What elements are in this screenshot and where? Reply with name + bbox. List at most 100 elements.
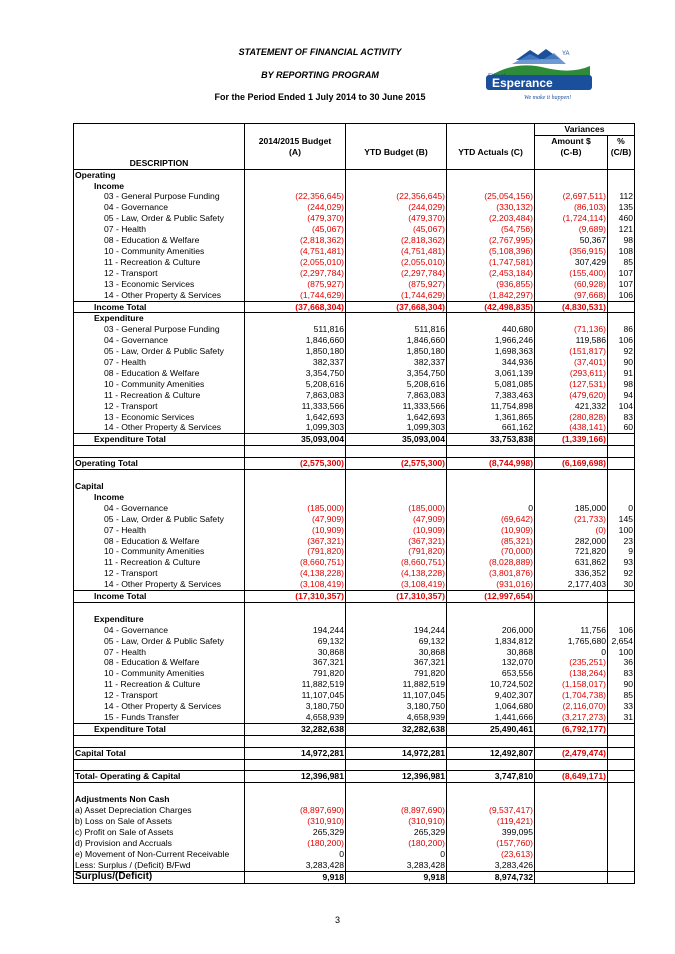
ytd-actual-cell: 3,283,426 — [446, 859, 535, 872]
row-label: 10 - Community Amenities — [73, 546, 245, 558]
variance-pct-cell — [606, 433, 636, 447]
ytd-actual-cell: (12,997,654) — [446, 590, 535, 603]
variance-amount-cell: 421,332 — [534, 400, 608, 412]
budget-cell: 5,208,616 — [244, 378, 346, 390]
variance-pct-cell: 145 — [606, 513, 636, 525]
ytd-budget-cell: 3,283,428 — [345, 859, 447, 872]
ytd-budget-cell: (180,200) — [345, 837, 447, 849]
row-label: 10 - Community Amenities — [73, 378, 245, 390]
variance-pct-cell: 121 — [606, 224, 636, 236]
variance-pct-cell: 30 — [606, 579, 636, 591]
report-title: STATEMENT OF FINANCIAL ACTIVITY — [238, 47, 402, 57]
row-label: Expenditure Total — [73, 433, 245, 447]
row-label: 07 - Health — [73, 224, 245, 236]
row-label: 12 - Transport — [73, 400, 245, 412]
variance-pct-cell — [606, 300, 636, 314]
ytd-budget-cell: (479,370) — [345, 213, 447, 225]
ytd-budget-cell: (2,055,010) — [345, 256, 447, 268]
budget-cell: (244,029) — [244, 202, 346, 214]
ytd-actual-cell: (2,453,184) — [446, 267, 535, 279]
variance-pct-cell: 98 — [606, 378, 636, 390]
ytd-budget-cell: (1,744,629) — [345, 289, 447, 301]
variance-pct-cell: 106 — [606, 289, 636, 301]
table-row: 07 - Health 382,337 382,337 344,936 (37,401)… — [73, 357, 636, 368]
variance-pct-cell: 108 — [606, 245, 636, 257]
variance-pct-cell: 94 — [606, 389, 636, 401]
row-label: 12 - Transport — [73, 568, 245, 580]
ytd-budget-cell: 1,099,303 — [345, 422, 447, 434]
ytd-actual-cell: 11,754,898 — [446, 400, 535, 412]
row-label: b) Loss on Sale of Assets — [73, 816, 245, 827]
budget-cell: (2,818,362) — [244, 235, 346, 246]
variance-pct-cell — [606, 746, 636, 760]
budget-cell: 14,972,281 — [244, 746, 346, 760]
variance-pct-cell: 92 — [606, 568, 636, 580]
variance-amount-cell: (0) — [534, 524, 608, 536]
variance-amount-cell: (1,724,114) — [534, 213, 608, 225]
variance-pct-cell: 85 — [606, 690, 636, 702]
pct-header-sub: (C/B) — [606, 146, 636, 158]
ytd-actual-cell: (10,909) — [446, 524, 535, 536]
ytd-budget-cell: 11,107,045 — [345, 690, 447, 702]
row-label: 14 - Other Property & Services — [73, 579, 245, 591]
ytd-actual-cell: 1,834,812 — [446, 635, 535, 647]
row-label: Income Total — [73, 300, 245, 314]
ytd-actual-cell: 661,162 — [446, 422, 535, 434]
row-label: Expenditure Total — [73, 722, 245, 736]
variance-amount-cell: (138,264) — [534, 668, 608, 680]
description-header: DESCRIPTION — [73, 157, 245, 170]
budget-cell: (2,297,784) — [244, 267, 346, 279]
budget-cell: 1,850,180 — [244, 346, 346, 358]
variance-pct-cell: 0 — [606, 502, 636, 514]
row-label: 04 - Governance — [73, 502, 245, 514]
table-row: 13 - Economic Services (875,927) (875,927)… — [73, 278, 636, 290]
ytd-actual-cell: 9,402,307 — [446, 690, 535, 702]
table-row: 10 - Community Amenities (791,820) (791,82… — [73, 546, 636, 558]
variance-amount-cell: (1,339,166) — [534, 433, 608, 447]
ytd-actual-cell: (931,016) — [446, 579, 535, 591]
variance-amount-cell: 185,000 — [534, 502, 608, 514]
variance-amount-cell: 50,367 — [534, 235, 608, 246]
variance-pct-cell: 135 — [606, 202, 636, 214]
budget-cell: (4,751,481) — [244, 245, 346, 257]
variance-pct-cell: 90 — [606, 357, 636, 368]
table-row: 07 - Health 30,868 30,868 30,868 0 100 — [73, 646, 636, 658]
row-label: 11 - Recreation & Culture — [73, 256, 245, 268]
table-row: 08 - Education & Welfare (2,818,362) (2,81… — [73, 235, 636, 246]
budget-cell: 35,093,004 — [244, 433, 346, 447]
ytd-budget-cell: (17,310,357) — [345, 590, 447, 603]
row-label: 04 - Governance — [73, 624, 245, 636]
table-row: 12 - Transport 11,107,045 11,107,045 9,402,… — [73, 690, 636, 702]
row-label: 13 - Economic Services — [73, 411, 245, 423]
budget-cell: 7,863,083 — [244, 389, 346, 401]
row-label: 14 - Other Property & Services — [73, 422, 245, 434]
row-label: Operating — [73, 169, 245, 181]
budget-cell: 12,396,981 — [244, 770, 346, 784]
table-row: 12 - Transport (4,138,228) (4,138,228) (3,8… — [73, 568, 636, 580]
variance-amount-cell: 336,352 — [534, 568, 608, 580]
ytd-actual-cell: (42,498,835) — [446, 300, 535, 314]
variance-pct-cell: 106 — [606, 624, 636, 636]
variance-pct-cell: 93 — [606, 557, 636, 569]
row-label: 05 - Law, Order & Public Safety — [73, 635, 245, 647]
budget-cell: 3,283,428 — [244, 859, 346, 872]
budget-cell: (10,909) — [244, 524, 346, 536]
table-row: a) Asset Depreciation Charges (8,897,690)… — [73, 805, 636, 817]
row-label: Expenditure — [73, 312, 245, 325]
row-label: 03 - General Purpose Funding — [73, 191, 245, 203]
variance-amount-cell: 1,765,680 — [534, 635, 608, 647]
row-label: 08 - Education & Welfare — [73, 235, 245, 246]
ytd-actual-cell: (8,028,889) — [446, 557, 535, 569]
variance-pct-cell: 112 — [606, 191, 636, 203]
row-label: 04 - Governance — [73, 335, 245, 347]
spacer-row — [73, 759, 636, 771]
variance-amount-cell: (9,689) — [534, 224, 608, 236]
ytd-actuals-header: YTD Actuals (C) — [446, 146, 535, 158]
ytd-budget-cell: 382,337 — [345, 357, 447, 368]
ytd-budget-cell: 14,972,281 — [345, 746, 447, 760]
table-row: 12 - Transport 11,333,566 11,333,566 11,754… — [73, 400, 636, 412]
row-label: 12 - Transport — [73, 267, 245, 279]
budget-cell: 265,329 — [244, 827, 346, 838]
ytd-actual-cell: 653,556 — [446, 668, 535, 680]
table-row: 10 - Community Amenities 5,208,616 5,208,6… — [73, 378, 636, 390]
